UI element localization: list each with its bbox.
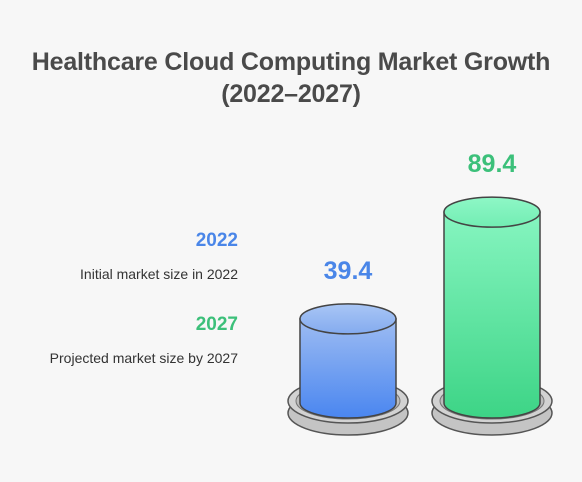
legend-desc-2022: Initial market size in 2022 xyxy=(80,266,238,282)
legend-year-2022: 2022 xyxy=(195,230,238,251)
legend-desc-2027: Projected market size by 2027 xyxy=(49,350,238,366)
value-label-2022: 39.4 xyxy=(324,257,373,285)
bar-2027 xyxy=(443,211,541,419)
legend-year-2027: 2027 xyxy=(195,314,238,335)
value-label-2027: 89.4 xyxy=(468,150,517,178)
chart-title: Healthcare Cloud Computing Market Growth… xyxy=(0,46,582,110)
bar-top-2027 xyxy=(443,196,541,228)
bar-2022 xyxy=(299,318,397,419)
bar-top-2022 xyxy=(299,303,397,335)
chart-title-line1: Healthcare Cloud Computing Market Growth xyxy=(31,48,551,76)
chart-title-line2: (2022–2027) xyxy=(221,80,361,108)
